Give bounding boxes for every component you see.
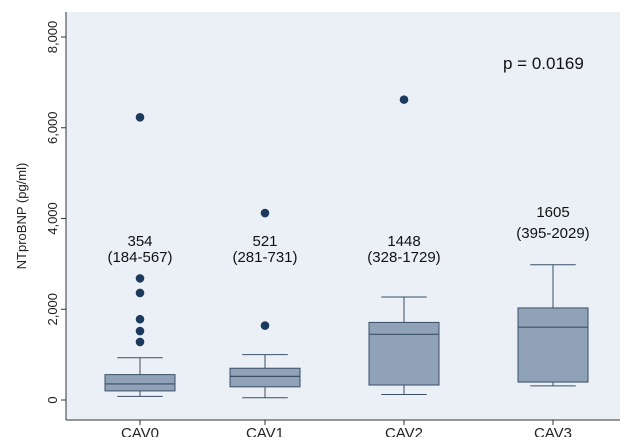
outlier-point (260, 321, 270, 330)
y-axis-ticks: 0 2,000 4,000 6,000 8,000 (45, 21, 66, 404)
y-tick-label: 6,000 (45, 111, 60, 144)
outlier-point (135, 337, 145, 347)
iqr-box (368, 321, 440, 386)
y-tick-label: 0 (45, 396, 60, 403)
iqr-box (104, 374, 176, 392)
median-label-cav1: 521 (252, 233, 277, 250)
axes (65, 12, 620, 421)
box-cav1 (229, 208, 301, 399)
y-tick-label: 8,000 (45, 21, 60, 54)
y-axis-title: NTproBNP (pg/ml) (14, 163, 29, 270)
iqr-label-cav3: (395-2029) (516, 225, 589, 242)
median-label-cav0: 354 (127, 233, 152, 250)
outlier-point (135, 274, 145, 283)
box-series (104, 95, 589, 399)
outlier-point (260, 208, 270, 218)
outlier-point (135, 326, 145, 336)
iqr-label-cav0: (184-567) (107, 249, 172, 266)
iqr-box (517, 307, 589, 383)
median-label-cav2: 1448 (387, 233, 420, 250)
median-label-cav3: 1605 (536, 204, 569, 221)
x-tick-label: CAV2 (385, 425, 423, 437)
iqr-box (229, 367, 301, 388)
x-tick-label: CAV1 (246, 425, 284, 437)
y-tick-label: 4,000 (45, 202, 60, 235)
median-annotations: 354(184-567) 521(281-731) 1448(328-1729) 16… (107, 204, 589, 266)
iqr-label-cav2: (328-1729) (367, 249, 440, 266)
x-tick-label: CAV0 (121, 425, 159, 437)
outlier-point (135, 314, 145, 324)
box-cav2 (368, 95, 440, 396)
x-tick-label: CAV3 (534, 425, 572, 437)
y-tick-label: 2,000 (45, 293, 60, 326)
box-cav0 (104, 113, 176, 397)
outlier-point (135, 113, 145, 122)
iqr-label-cav1: (281-731) (232, 249, 297, 266)
outlier-point (135, 288, 145, 298)
box-cav3 (517, 264, 589, 387)
x-axis-ticks: CAV0 CAV1 CAV2 CAV3 (121, 420, 572, 437)
outlier-point (399, 95, 409, 104)
p-value-annotation: p = 0.0169 (503, 54, 584, 73)
